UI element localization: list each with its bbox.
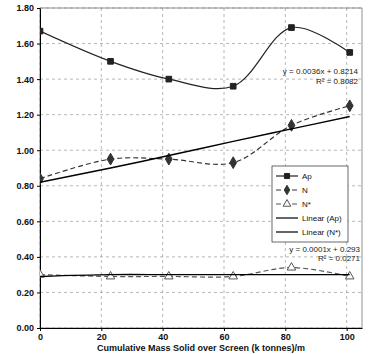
y-grid-line [40, 114, 362, 115]
series-marker [346, 100, 353, 112]
legend-marker [283, 200, 291, 207]
series-marker [230, 83, 236, 89]
legend-label: N* [302, 200, 311, 209]
y-tick-mark [37, 186, 40, 187]
y-tick-label: 1.80 [16, 3, 34, 13]
y-tick: 1.20 [16, 110, 40, 120]
y-tick: 0.40 [16, 252, 40, 262]
y-tick-mark [37, 44, 40, 45]
y-grid-line [40, 79, 362, 80]
y-tick: 1.00 [16, 146, 40, 156]
series-marker [289, 25, 295, 31]
x-tick: 60 [219, 328, 229, 342]
series-marker [230, 157, 237, 169]
y-tick: 1.40 [16, 74, 40, 84]
annotation: R² = 0.8082 [316, 77, 359, 86]
y-tick-label: 1.60 [16, 39, 34, 49]
legend-label: N [302, 186, 308, 195]
x-tick-mark [285, 328, 286, 331]
y-tick-label: 1.20 [16, 110, 34, 120]
series-line [40, 27, 350, 88]
x-tick-label: 40 [158, 332, 168, 342]
series-marker [166, 76, 172, 82]
y-tick: 0.80 [16, 181, 40, 191]
legend-box [272, 166, 348, 242]
x-tick: 0 [38, 328, 43, 342]
data-area [40, 25, 354, 279]
annotation: R² = 0.0271 [318, 254, 361, 263]
series-line [40, 275, 350, 277]
y-tick-mark [37, 328, 40, 329]
x-tick-label: 60 [219, 332, 229, 342]
y-tick: 0.60 [16, 217, 40, 227]
legend-swatch [276, 217, 298, 218]
x-tick-label: 80 [281, 332, 291, 342]
chart: 0.00 0.20 0.40 0.60 0.80 1.00 1.20 1.40 1.60 1.80… [0, 0, 373, 354]
x-tick-label: 100 [340, 332, 355, 342]
x-axis-line [41, 328, 363, 329]
x-tick: 20 [97, 328, 107, 342]
x-axis-title: Cumulative Mass Solid over Screen (k ton… [97, 343, 305, 353]
x-tick-label: 20 [97, 332, 107, 342]
legend: Ap N N* Linear (Ap) Linear (N*) [272, 166, 348, 242]
annotation: y = 0.0036x + 0.8214 [283, 67, 359, 76]
legend-label: Ap [302, 172, 312, 181]
y-tick-label: 0.60 [16, 217, 34, 227]
series-marker [40, 28, 43, 34]
x-tick-mark [101, 328, 102, 331]
y-grid-line [40, 292, 362, 293]
y-tick-label: 0.40 [16, 252, 34, 262]
y-tick-mark [37, 150, 40, 151]
series-marker [108, 59, 114, 65]
series-line [40, 116, 350, 182]
y-tick-mark [37, 79, 40, 80]
x-axis: 0 20 40 60 80 100 [38, 328, 363, 342]
y-tick-label: 0.80 [16, 181, 34, 191]
y-grid-line [40, 43, 362, 44]
y-tick-mark [37, 8, 40, 9]
x-tick-mark [40, 328, 41, 331]
x-tick: 40 [158, 328, 168, 342]
grid [40, 8, 362, 328]
legend-swatch [276, 231, 298, 232]
y-tick: 1.80 [16, 3, 40, 13]
x-tick-label: 0 [38, 332, 43, 342]
y-tick-mark [37, 257, 40, 258]
series-line [40, 268, 350, 278]
legend-marker [284, 185, 289, 194]
y-tick: 1.60 [16, 39, 40, 49]
x-tick-mark [224, 328, 225, 331]
annotation: y = 0.0001x + 0.293 [289, 245, 360, 254]
x-tick: 80 [281, 328, 291, 342]
y-tick-mark [37, 115, 40, 116]
plot: 0.00 0.20 0.40 0.60 0.80 1.00 1.20 1.40 1.60 1.80… [16, 3, 362, 342]
series-marker [287, 263, 296, 270]
series-marker [107, 153, 114, 165]
x-grid-line [101, 8, 102, 328]
y-grid-line [40, 150, 362, 151]
legend-marker [284, 173, 289, 178]
y-tick-mark [37, 292, 40, 293]
plot-frame [40, 8, 362, 328]
y-axis-line [40, 9, 41, 329]
y-tick-label: 0.20 [16, 288, 34, 298]
series-marker [347, 50, 353, 56]
y-tick: 0.00 [16, 323, 40, 333]
x-tick-mark [163, 328, 164, 331]
legend-label: Linear (N*) [302, 228, 341, 237]
x-tick: 100 [340, 328, 355, 342]
x-tick-mark [347, 328, 348, 331]
y-tick-label: 1.40 [16, 74, 34, 84]
x-grid-line [162, 8, 163, 328]
legend-label: Linear (Ap) [302, 214, 342, 223]
y-tick-mark [37, 221, 40, 222]
y-grid-line [40, 256, 362, 257]
y-tick-label: 0.00 [16, 323, 34, 333]
y-tick: 0.20 [16, 288, 40, 298]
y-tick-label: 1.00 [16, 146, 34, 156]
x-grid-line [224, 8, 225, 328]
y-axis: 0.00 0.20 0.40 0.60 0.80 1.00 1.20 1.40 1.60 1.80 [16, 3, 40, 333]
